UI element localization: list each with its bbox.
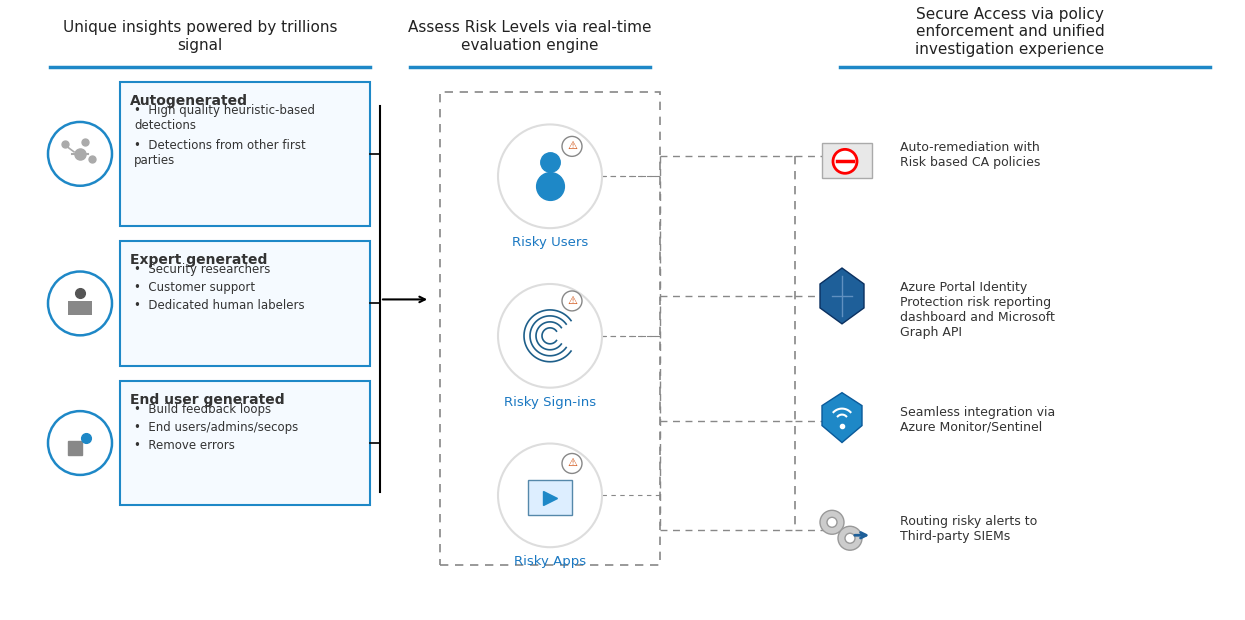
Text: Seamless integration via
Azure Monitor/Sentinel: Seamless integration via Azure Monitor/S…	[900, 405, 1056, 433]
Circle shape	[827, 517, 837, 527]
Text: •  End users/admins/secops: • End users/admins/secops	[134, 420, 299, 433]
Text: Auto-remediation with
Risk based CA policies: Auto-remediation with Risk based CA poli…	[900, 141, 1041, 169]
Polygon shape	[820, 268, 864, 324]
Circle shape	[498, 284, 603, 388]
Polygon shape	[822, 392, 862, 443]
Text: Risky Apps: Risky Apps	[514, 555, 586, 568]
FancyBboxPatch shape	[120, 82, 370, 226]
Circle shape	[838, 526, 862, 550]
Circle shape	[49, 272, 112, 335]
Circle shape	[498, 125, 603, 228]
FancyBboxPatch shape	[120, 381, 370, 505]
Text: •  Dedicated human labelers: • Dedicated human labelers	[134, 299, 305, 312]
Circle shape	[498, 443, 603, 547]
Text: •  Detections from other first
parties: • Detections from other first parties	[134, 140, 306, 167]
Circle shape	[845, 533, 855, 543]
Text: Azure Portal Identity
Protection risk reporting
dashboard and Microsoft
Graph AP: Azure Portal Identity Protection risk re…	[900, 281, 1055, 339]
Text: Unique insights powered by trillions
signal: Unique insights powered by trillions sig…	[62, 20, 337, 53]
Circle shape	[49, 411, 112, 475]
Text: •  Customer support: • Customer support	[134, 281, 255, 294]
FancyBboxPatch shape	[439, 92, 660, 565]
Text: •  Build feedback loops: • Build feedback loops	[134, 402, 271, 415]
Text: Risky Users: Risky Users	[512, 236, 588, 249]
Text: Risky Sign-ins: Risky Sign-ins	[504, 396, 596, 409]
Circle shape	[820, 510, 844, 534]
Circle shape	[561, 291, 581, 311]
Text: ⚠: ⚠	[566, 458, 576, 469]
Text: Expert generated: Expert generated	[129, 253, 268, 267]
Text: •  High quality heuristic-based
detections: • High quality heuristic-based detection…	[134, 104, 315, 131]
Text: Routing risky alerts to
Third-party SIEMs: Routing risky alerts to Third-party SIEM…	[900, 515, 1037, 543]
Text: •  Security researchers: • Security researchers	[134, 263, 270, 276]
FancyBboxPatch shape	[822, 143, 872, 179]
Circle shape	[49, 122, 112, 186]
Text: Autogenerated: Autogenerated	[129, 94, 248, 107]
Text: End user generated: End user generated	[129, 392, 285, 407]
Circle shape	[561, 453, 581, 474]
Text: ⚠: ⚠	[566, 296, 576, 306]
Circle shape	[561, 136, 581, 156]
Text: ⚠: ⚠	[566, 141, 576, 151]
Text: •  Remove errors: • Remove errors	[134, 438, 235, 451]
Text: Secure Access via policy
enforcement and unified
investigation experience: Secure Access via policy enforcement and…	[915, 7, 1104, 56]
FancyBboxPatch shape	[120, 241, 370, 366]
FancyBboxPatch shape	[68, 301, 92, 316]
Text: Assess Risk Levels via real-time
evaluation engine: Assess Risk Levels via real-time evaluat…	[408, 20, 651, 53]
FancyBboxPatch shape	[528, 480, 571, 515]
Circle shape	[833, 149, 857, 174]
